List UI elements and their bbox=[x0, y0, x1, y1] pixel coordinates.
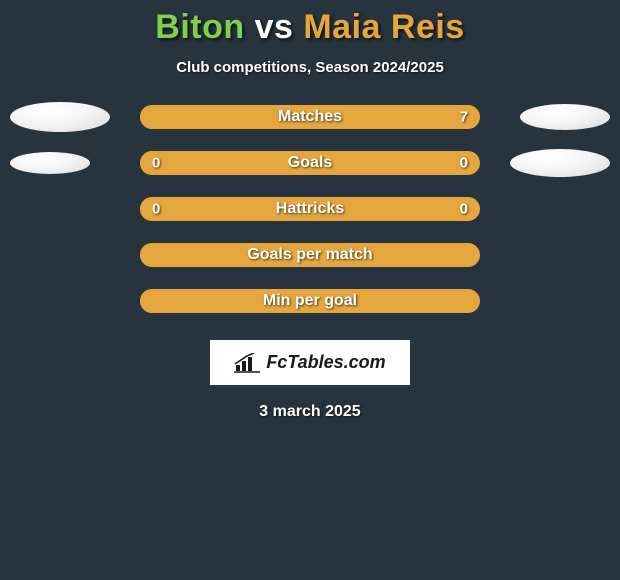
stat-row-goals-per-match: Goals per match bbox=[0, 242, 620, 268]
brand-text: FcTables.com bbox=[266, 352, 385, 373]
stat-label: Min per goal bbox=[263, 292, 357, 310]
stat-val-player1: 0 bbox=[152, 201, 160, 218]
stat-val-player2: 0 bbox=[460, 201, 468, 218]
player2-marker bbox=[520, 104, 610, 130]
brand-badge: FcTables.com bbox=[210, 340, 409, 385]
player1-marker bbox=[10, 152, 90, 174]
comparison-card: Biton vs Maia Reis Club competitions, Se… bbox=[0, 0, 620, 421]
stat-label: Goals per match bbox=[247, 246, 372, 264]
stat-val-player2: 0 bbox=[460, 155, 468, 172]
stat-label: Hattricks bbox=[276, 200, 344, 218]
stat-row-matches: Matches 7 bbox=[0, 104, 620, 130]
subtitle: Club competitions, Season 2024/2025 bbox=[176, 59, 444, 76]
player2-marker bbox=[510, 149, 610, 177]
stat-row-goals: 0 Goals 0 bbox=[0, 150, 620, 176]
bar-wrap: 0 Goals 0 bbox=[140, 151, 480, 175]
stat-row-min-per-goal: Min per goal bbox=[0, 288, 620, 314]
page-title: Biton vs Maia Reis bbox=[155, 8, 464, 47]
bar-wrap: Min per goal bbox=[140, 289, 480, 313]
stat-row-hattricks: 0 Hattricks 0 bbox=[0, 196, 620, 222]
stat-label: Goals bbox=[288, 154, 332, 172]
stat-val-player2: 7 bbox=[460, 109, 468, 126]
stat-val-player1: 0 bbox=[152, 155, 160, 172]
player1-name: Biton bbox=[155, 8, 244, 46]
stat-rows: Matches 7 0 Goals 0 0 Hattricks 0 bbox=[0, 104, 620, 334]
player1-marker bbox=[10, 102, 110, 132]
bar-wrap: 0 Hattricks 0 bbox=[140, 197, 480, 221]
stat-label: Matches bbox=[278, 108, 342, 126]
date-text: 3 march 2025 bbox=[259, 403, 360, 421]
vs-text: vs bbox=[255, 8, 294, 46]
bar-chart-icon bbox=[234, 353, 260, 373]
bar-wrap: Goals per match bbox=[140, 243, 480, 267]
bar-wrap: Matches 7 bbox=[140, 105, 480, 129]
player2-name: Maia Reis bbox=[303, 8, 464, 46]
